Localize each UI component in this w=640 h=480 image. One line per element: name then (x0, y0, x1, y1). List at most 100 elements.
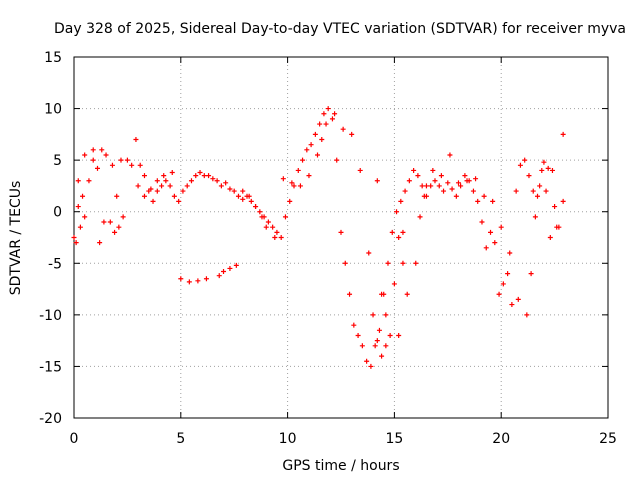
data-points (71, 106, 566, 369)
data-point (129, 162, 135, 168)
data-point (379, 291, 385, 297)
data-point (77, 224, 83, 230)
data-point (193, 173, 199, 179)
data-point (197, 170, 203, 176)
data-point (500, 281, 506, 287)
y-tick-label: -15 (39, 359, 62, 375)
data-point (374, 338, 380, 344)
data-point (240, 196, 246, 202)
data-point (90, 157, 96, 163)
data-point (453, 193, 459, 199)
data-point (413, 260, 419, 266)
data-point (227, 265, 233, 271)
x-tick-label: 15 (385, 431, 403, 447)
data-point (496, 291, 502, 297)
data-point (473, 176, 479, 182)
data-point (161, 173, 167, 179)
data-point (248, 198, 254, 204)
data-point (423, 183, 429, 189)
data-point (509, 302, 515, 308)
data-point (308, 142, 314, 148)
data-point (376, 327, 382, 333)
data-point (505, 271, 511, 277)
data-point (124, 157, 130, 163)
data-point (280, 176, 286, 182)
data-point (411, 167, 417, 173)
data-point (340, 126, 346, 132)
data-point (535, 193, 541, 199)
data-point (332, 111, 338, 117)
tick-labels: 0 5 10 15 20 25 -20 -15 -10 -5 0 5 10 15 (39, 50, 617, 447)
data-point (163, 178, 169, 184)
data-point (436, 183, 442, 189)
data-point (428, 183, 434, 189)
data-point (218, 183, 224, 189)
x-axis-label: GPS time / hours (282, 458, 399, 474)
data-point (101, 219, 107, 225)
data-point (120, 214, 126, 220)
data-point (419, 183, 425, 189)
data-point (315, 152, 321, 158)
data-point (532, 214, 538, 220)
data-point (475, 198, 481, 204)
data-point (368, 363, 374, 369)
data-point (402, 188, 408, 194)
data-point (321, 111, 327, 117)
data-point (541, 159, 547, 165)
data-point (180, 188, 186, 194)
data-point (325, 106, 331, 112)
data-point (539, 167, 545, 173)
data-point (176, 198, 182, 204)
data-point (99, 147, 105, 153)
data-point (135, 183, 141, 189)
data-point (75, 204, 81, 210)
data-point (347, 291, 353, 297)
data-point (118, 157, 124, 163)
data-point (374, 178, 380, 184)
data-point (498, 224, 504, 230)
data-point (107, 219, 113, 225)
data-point (421, 193, 427, 199)
data-point (552, 204, 558, 210)
data-point (355, 332, 361, 338)
data-point (274, 229, 280, 235)
data-point (186, 279, 192, 285)
chart-title: Day 328 of 2025, Sidereal Day-to-day VTE… (54, 21, 626, 37)
data-point (141, 173, 147, 179)
data-point (517, 162, 523, 168)
data-point (490, 198, 496, 204)
data-point (73, 240, 79, 246)
data-point (349, 131, 355, 137)
data-point (86, 178, 92, 184)
data-point (387, 332, 393, 338)
data-point (312, 131, 318, 137)
data-point (167, 183, 173, 189)
data-point (522, 157, 528, 163)
data-point (406, 178, 412, 184)
data-point (524, 312, 530, 318)
data-point (150, 198, 156, 204)
data-point (116, 224, 122, 230)
data-point (221, 269, 227, 275)
data-point (216, 273, 222, 279)
data-point (415, 173, 421, 179)
data-point (445, 180, 451, 186)
data-point (447, 152, 453, 158)
data-point (479, 219, 485, 225)
data-point (82, 214, 88, 220)
data-point (137, 162, 143, 168)
data-point (372, 343, 378, 349)
data-point (263, 224, 269, 230)
data-point (323, 121, 329, 127)
y-tick-label: -20 (39, 411, 62, 427)
data-point (253, 204, 259, 210)
data-point (148, 186, 154, 192)
data-point (295, 167, 301, 173)
data-point (206, 173, 212, 179)
data-point (82, 152, 88, 158)
data-point (329, 116, 335, 122)
data-point (458, 183, 464, 189)
data-point (246, 193, 252, 199)
data-point (114, 193, 120, 199)
